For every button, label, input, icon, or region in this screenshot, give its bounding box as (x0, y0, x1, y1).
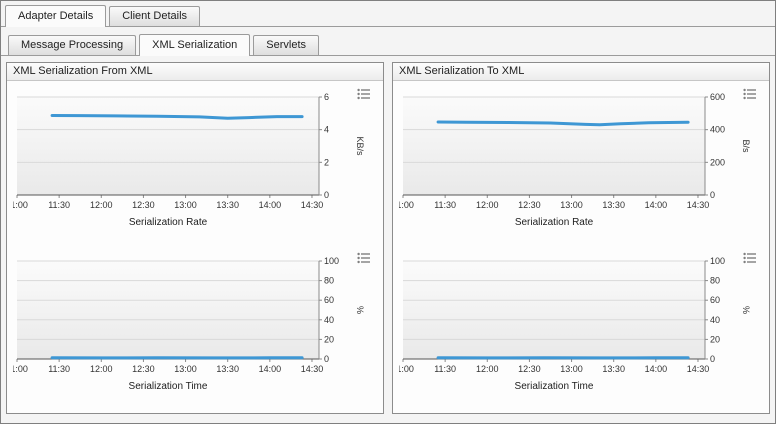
svg-text:13:30: 13:30 (602, 364, 625, 374)
svg-text:14:30: 14:30 (687, 364, 710, 374)
svg-text:B/s: B/s (741, 139, 751, 153)
chart-options-icon[interactable] (743, 252, 757, 264)
svg-text:2: 2 (324, 157, 329, 167)
svg-text:40: 40 (324, 315, 334, 325)
panel-from-xml-title: XML Serialization From XML (7, 63, 383, 81)
tab-client-details[interactable]: Client Details (109, 6, 201, 26)
svg-text:Serialization Rate: Serialization Rate (515, 217, 594, 228)
svg-text:11:30: 11:30 (434, 200, 456, 210)
chart-options-icon[interactable] (357, 88, 371, 100)
svg-text:0: 0 (710, 190, 715, 200)
svg-text:12:00: 12:00 (90, 364, 113, 374)
line-chart-serialization-rate: 0 2 4 6 11:00 11:30 12:00 12:30 13:00 13:30 14:00 1… (7, 85, 369, 237)
svg-text:14:30: 14:30 (687, 200, 710, 210)
svg-text:13:30: 13:30 (216, 364, 239, 374)
tab-message-processing[interactable]: Message Processing (8, 35, 137, 55)
svg-text:60: 60 (324, 295, 334, 305)
svg-text:11:30: 11:30 (48, 364, 70, 374)
svg-text:600: 600 (710, 92, 725, 102)
svg-text:13:00: 13:00 (174, 200, 197, 210)
svg-text:4: 4 (324, 125, 329, 135)
tab-adapter-details[interactable]: Adapter Details (5, 5, 107, 27)
chart-block-rate-from-xml: 0 2 4 6 11:00 11:30 12:00 12:30 13:00 13:30 14:00 1… (7, 81, 383, 245)
svg-text:0: 0 (324, 354, 329, 364)
svg-text:12:30: 12:30 (518, 364, 541, 374)
svg-text:400: 400 (710, 125, 725, 135)
panels-container: XML Serialization From XML 0 2 4 6 11:00 11:3… (1, 56, 775, 420)
svg-text:Serialization Rate: Serialization Rate (129, 217, 208, 228)
svg-text:14:00: 14:00 (259, 364, 282, 374)
svg-text:13:00: 13:00 (174, 364, 197, 374)
svg-text:11:30: 11:30 (48, 200, 70, 210)
svg-text:100: 100 (324, 256, 339, 266)
svg-text:Serialization Time: Serialization Time (129, 381, 208, 392)
svg-text:0: 0 (710, 354, 715, 364)
chart-options-icon[interactable] (743, 88, 757, 100)
svg-text:11:00: 11:00 (399, 200, 414, 210)
tab-servlets[interactable]: Servlets (253, 35, 320, 55)
line-chart-serialization-time: 0 20 40 60 80 100 11:00 11:30 12:00 12:30 13:00 13:… (7, 249, 369, 401)
panel-from-xml: XML Serialization From XML 0 2 4 6 11:00 11:3… (6, 62, 384, 414)
svg-text:11:00: 11:00 (13, 364, 28, 374)
chart-block-rate-to-xml: 0 200 400 600 11:00 11:30 12:00 12:30 13:00 13:30… (393, 81, 769, 245)
svg-text:11:00: 11:00 (13, 200, 28, 210)
chart-block-time-from-xml: 0 20 40 60 80 100 11:00 11:30 12:00 12:30 13:00 13:… (7, 245, 383, 409)
svg-text:13:00: 13:00 (560, 364, 583, 374)
svg-text:13:00: 13:00 (560, 200, 583, 210)
svg-text:12:00: 12:00 (476, 364, 499, 374)
chart-options-icon[interactable] (357, 252, 371, 264)
svg-text:100: 100 (710, 256, 725, 266)
svg-text:20: 20 (710, 334, 720, 344)
secondary-tab-bar: Message Processing XML Serialization Ser… (1, 30, 775, 56)
svg-text:KB/s: KB/s (355, 136, 365, 156)
svg-text:13:30: 13:30 (216, 200, 239, 210)
svg-text:40: 40 (710, 315, 720, 325)
svg-text:13:30: 13:30 (602, 200, 625, 210)
svg-text:12:30: 12:30 (132, 364, 155, 374)
line-chart-serialization-rate: 0 200 400 600 11:00 11:30 12:00 12:30 13:00 13:30… (393, 85, 755, 237)
svg-text:14:30: 14:30 (301, 364, 324, 374)
primary-tab-bar: Adapter Details Client Details (1, 1, 775, 27)
svg-text:60: 60 (710, 295, 720, 305)
svg-text:0: 0 (324, 190, 329, 200)
line-chart-serialization-time: 0 20 40 60 80 100 11:00 11:30 12:00 12:30 13:00 13:… (393, 249, 755, 401)
tab-xml-serialization[interactable]: XML Serialization (139, 34, 251, 56)
svg-text:14:00: 14:00 (645, 364, 668, 374)
svg-text:%: % (741, 306, 751, 314)
svg-text:80: 80 (324, 276, 334, 286)
svg-text:6: 6 (324, 92, 329, 102)
svg-text:11:30: 11:30 (434, 364, 456, 374)
panel-to-xml: XML Serialization To XML 020040060011:00… (392, 62, 770, 414)
svg-text:20: 20 (324, 334, 334, 344)
svg-text:80: 80 (710, 276, 720, 286)
svg-text:12:30: 12:30 (518, 200, 541, 210)
svg-text:14:30: 14:30 (301, 200, 324, 210)
svg-text:12:00: 12:00 (476, 200, 499, 210)
svg-text:12:00: 12:00 (90, 200, 113, 210)
svg-text:14:00: 14:00 (645, 200, 668, 210)
svg-text:14:00: 14:00 (259, 200, 282, 210)
svg-text:Serialization Time: Serialization Time (515, 381, 594, 392)
svg-text:11:00: 11:00 (399, 364, 414, 374)
svg-text:200: 200 (710, 157, 725, 167)
panel-to-xml-title: XML Serialization To XML (393, 63, 769, 81)
svg-text:%: % (355, 306, 365, 314)
chart-block-time-to-xml: 0 20 40 60 80 100 11:00 11:30 12:00 12:30 13:00 13:… (393, 245, 769, 409)
svg-text:12:30: 12:30 (132, 200, 155, 210)
